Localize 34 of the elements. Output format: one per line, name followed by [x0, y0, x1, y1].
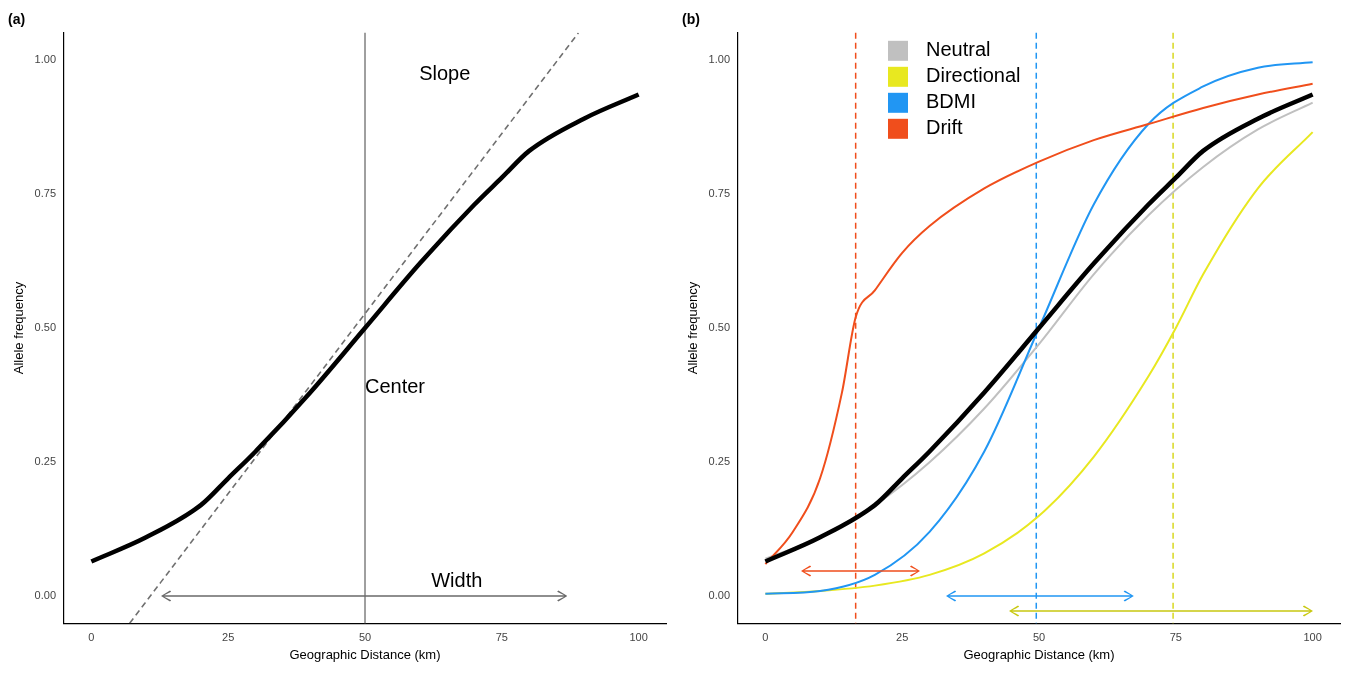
- legend-label: BDMI: [926, 90, 977, 113]
- chart-title: (a): [8, 11, 26, 28]
- y-tick-label: 1.00: [34, 52, 57, 65]
- x-tick-label: 75: [495, 630, 508, 643]
- y-tick-label: 0.25: [708, 455, 731, 468]
- y-axis-title: Allele frequency: [11, 281, 27, 375]
- x-tick-label: 50: [358, 630, 372, 643]
- annotation: Center: [365, 374, 426, 397]
- x-tick-label: 25: [222, 630, 235, 643]
- x-tick-label: 100: [629, 630, 648, 643]
- annotation: Slope: [419, 61, 471, 84]
- x-tick-label: 50: [1032, 630, 1046, 643]
- x-axis-title: Geographic Distance (km): [289, 646, 441, 662]
- y-axis-title: Allele frequency: [685, 281, 701, 375]
- legend-label: Drift: [926, 116, 964, 139]
- chart-title: (b): [682, 11, 700, 28]
- y-tick-label: 0.25: [34, 455, 57, 468]
- legend-label: Neutral: [926, 38, 991, 61]
- annotation: Width: [431, 569, 483, 592]
- y-tick-label: 0.50: [34, 321, 57, 334]
- y-tick-label: 0.75: [34, 186, 57, 199]
- y-tick-label: 0.00: [34, 589, 57, 602]
- x-tick-label: 0: [88, 630, 95, 643]
- line-series: [89, 92, 641, 564]
- y-tick-label: 0.75: [708, 186, 731, 199]
- y-tick-label: 0.00: [708, 589, 731, 602]
- x-tick-label: 0: [762, 630, 769, 643]
- y-tick-label: 1.00: [708, 52, 731, 65]
- y-tick-label: 0.50: [708, 321, 731, 334]
- x-tick-label: 75: [1169, 630, 1182, 643]
- x-axis-title: Geographic Distance (km): [963, 646, 1115, 662]
- legend-label: Directional: [926, 64, 1021, 87]
- x-tick-label: 100: [1303, 630, 1322, 643]
- x-tick-label: 25: [896, 630, 909, 643]
